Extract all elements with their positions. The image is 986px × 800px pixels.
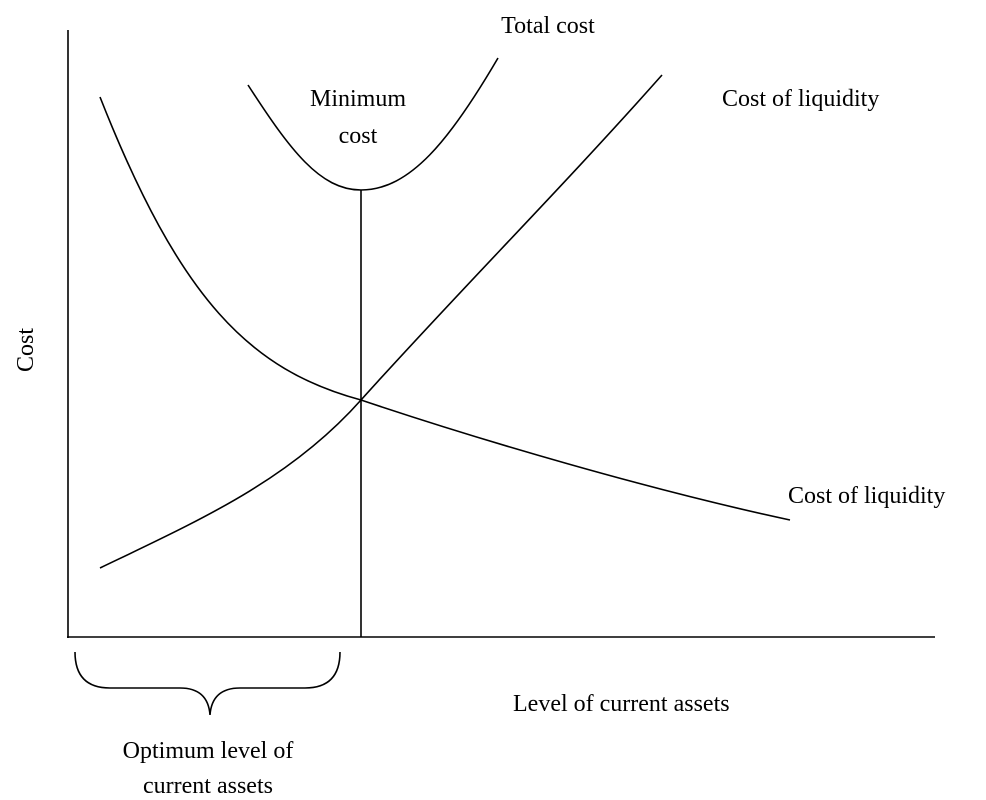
rising-curve-label: Cost of liquidity <box>722 86 879 112</box>
minimum-label: Minimum <box>310 86 406 112</box>
x-axis-label: Level of current assets <box>513 691 730 717</box>
total-cost-label: Total cost <box>501 13 595 39</box>
falling-cost-curve <box>99 96 791 521</box>
falling-curve-label: Cost of liquidity <box>788 483 945 509</box>
optimum-label: Optimum level of <box>123 738 294 764</box>
brace <box>74 651 341 716</box>
optimum-label: current assets <box>143 773 273 799</box>
rising-cost-curve <box>99 74 663 569</box>
total-cost-curve <box>247 57 499 191</box>
y-axis-label: Cost <box>13 328 39 372</box>
minimum-label: cost <box>339 123 378 149</box>
